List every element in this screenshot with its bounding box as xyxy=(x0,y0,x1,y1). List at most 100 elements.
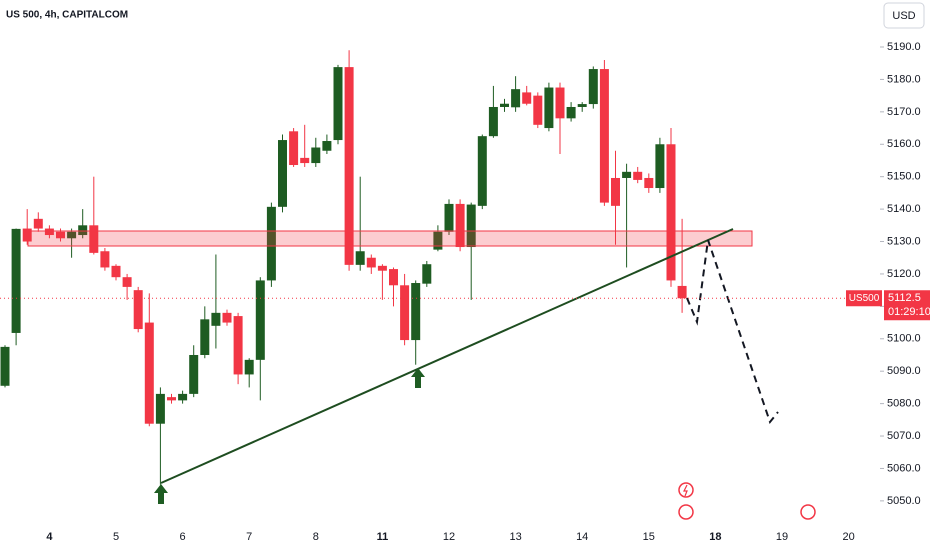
candle-body xyxy=(455,203,465,248)
projection-path xyxy=(686,239,779,425)
flag-icon[interactable] xyxy=(800,504,816,520)
y-tick-label: 5170.0 xyxy=(887,106,921,118)
candle-body xyxy=(477,136,487,206)
x-tick-label: 8 xyxy=(313,531,319,543)
candle-body xyxy=(255,280,265,360)
candle-body xyxy=(322,141,332,151)
candle-body xyxy=(289,131,299,166)
candle-body xyxy=(44,228,54,236)
candle-body xyxy=(11,228,21,333)
candle-body xyxy=(122,277,132,287)
candle-body xyxy=(178,393,188,401)
y-tick-label: 5150.0 xyxy=(887,171,921,183)
symbol-label: US500 xyxy=(849,293,880,304)
candle-body xyxy=(133,290,143,330)
candle-body xyxy=(366,257,376,268)
candle-body xyxy=(633,171,643,180)
candle-body xyxy=(56,231,65,239)
x-tick-label: 13 xyxy=(509,531,521,543)
candle-body xyxy=(544,87,554,129)
event-icon[interactable] xyxy=(678,482,694,498)
up-arrow xyxy=(411,368,425,388)
event-icon-bolt xyxy=(683,484,688,497)
candle-body xyxy=(577,104,587,107)
x-tick-label: 12 xyxy=(443,531,455,543)
chart-title: US 500, 4h, CAPITALCOM xyxy=(6,10,128,21)
currency-button[interactable] xyxy=(883,2,925,29)
candle-body xyxy=(278,140,287,207)
flag-icon[interactable] xyxy=(678,504,694,520)
y-tick-label: 5180.0 xyxy=(887,73,921,85)
y-tick-label: 5160.0 xyxy=(887,138,921,150)
candle-body xyxy=(599,69,609,203)
x-tick-label: 14 xyxy=(576,531,588,543)
candle-body xyxy=(511,89,521,108)
candle-body xyxy=(222,312,232,323)
y-tick-label: 5090.0 xyxy=(887,365,921,377)
last-price-label: 5112.5 xyxy=(888,292,921,304)
candle-body xyxy=(466,204,476,248)
candle-body xyxy=(655,144,665,189)
candle-body xyxy=(33,218,43,229)
candle-body xyxy=(444,203,454,232)
y-tick-label: 5060.0 xyxy=(887,462,921,474)
candle-body xyxy=(0,346,10,386)
candle-body xyxy=(111,265,121,278)
candle-body xyxy=(411,283,421,341)
candle-body xyxy=(233,316,243,375)
y-tick-label: 5070.0 xyxy=(887,430,921,442)
candle-body xyxy=(588,69,598,105)
candle-body xyxy=(200,319,210,355)
up-arrow xyxy=(154,484,168,504)
x-tick-label: 7 xyxy=(246,531,252,543)
candle-body xyxy=(355,251,365,265)
candle-body xyxy=(155,393,165,424)
plot-area xyxy=(0,50,687,485)
candle-body xyxy=(244,359,254,375)
candle-body xyxy=(167,397,176,401)
candle-body xyxy=(78,225,88,236)
candle-body xyxy=(300,157,310,164)
candle-body xyxy=(344,67,354,265)
y-tick-label: 5140.0 xyxy=(887,203,921,215)
candle-body xyxy=(488,106,498,137)
candle-body xyxy=(677,285,687,299)
x-tick-label: 4 xyxy=(46,531,53,543)
candle-body xyxy=(144,322,154,424)
x-tick-label: 6 xyxy=(180,531,186,543)
candle-body xyxy=(333,67,343,141)
y-tick-label: 5190.0 xyxy=(887,41,921,53)
candle-body xyxy=(211,312,221,326)
candle-body xyxy=(89,225,99,253)
countdown-label: 01:29:10 xyxy=(888,306,931,318)
candle-body xyxy=(522,92,532,104)
candle-body xyxy=(644,177,654,189)
x-tick-label: 20 xyxy=(842,531,854,543)
candle-body xyxy=(611,177,620,206)
candle-body xyxy=(400,285,410,341)
candle-body xyxy=(666,144,676,281)
x-tick-label: 11 xyxy=(377,531,389,543)
x-tick-label: 18 xyxy=(709,531,721,543)
candle-body xyxy=(389,269,398,286)
price-tag xyxy=(884,290,930,321)
trend-line xyxy=(160,228,734,484)
candle-body xyxy=(377,265,387,271)
candle-body xyxy=(500,103,509,107)
candle-body xyxy=(555,87,565,119)
candle-body xyxy=(622,171,632,178)
candle-body xyxy=(566,106,576,119)
resistance-zone xyxy=(27,230,753,247)
y-tick-label: 5080.0 xyxy=(887,398,921,410)
candle-body xyxy=(100,251,110,268)
y-tick-label: 5050.0 xyxy=(887,495,921,507)
candle-body xyxy=(189,354,199,394)
candle-body xyxy=(22,228,32,242)
x-tick-label: 19 xyxy=(776,531,788,543)
x-tick-label: 5 xyxy=(113,531,119,543)
candle-body xyxy=(266,206,276,281)
y-tick-label: 5130.0 xyxy=(887,235,921,247)
candle-body xyxy=(533,95,543,125)
